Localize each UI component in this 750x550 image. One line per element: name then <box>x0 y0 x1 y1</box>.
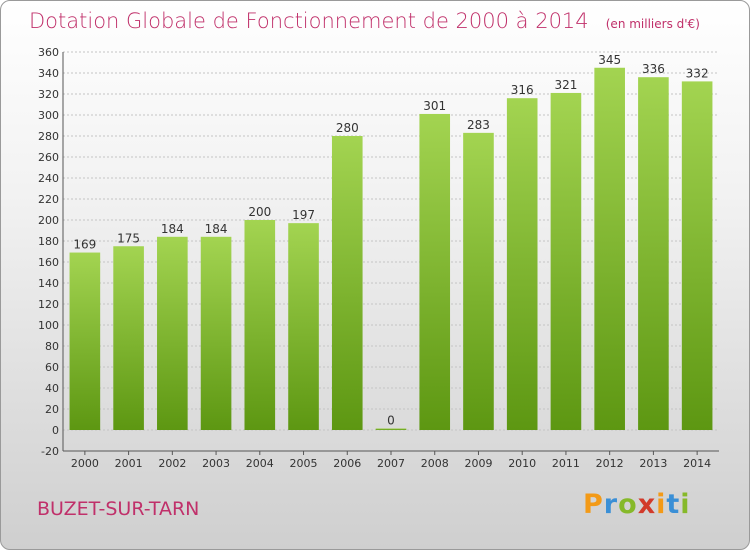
bar <box>244 220 276 430</box>
bar-value-label: 316 <box>511 83 534 97</box>
bar-value-label: 332 <box>686 66 709 80</box>
bars <box>69 67 713 431</box>
bar <box>69 252 101 430</box>
bar <box>506 98 538 430</box>
x-tick-label: 2008 <box>421 457 449 470</box>
x-tick-label: 2009 <box>464 457 492 470</box>
x-tick-label: 2014 <box>683 457 711 470</box>
bar-value-label: 345 <box>598 53 621 67</box>
bar-value-label: 184 <box>161 222 184 236</box>
bar-value-label: 184 <box>205 222 228 236</box>
y-tick-label: 40 <box>45 382 59 395</box>
x-tick-label: 2013 <box>639 457 667 470</box>
y-tick-label: 240 <box>38 172 59 185</box>
bar <box>331 136 363 430</box>
bar <box>419 113 451 430</box>
y-tick-label: 220 <box>38 193 59 206</box>
y-tick-label: -20 <box>41 445 59 458</box>
y-tick-label: 260 <box>38 151 59 164</box>
logo-letter: o <box>618 489 638 520</box>
y-tick-label: 320 <box>38 88 59 101</box>
y-tick-label: 200 <box>38 214 59 227</box>
logo-letter: t <box>666 489 681 520</box>
chart-title: Dotation Globale de Fonctionnement de 20… <box>29 9 700 33</box>
y-tick-label: 140 <box>38 277 59 290</box>
bar <box>113 246 144 430</box>
x-tick-label: 2003 <box>202 457 230 470</box>
bar <box>638 77 669 430</box>
y-tick-label: 280 <box>38 130 59 143</box>
y-tick-label: 300 <box>38 109 59 122</box>
commune-name: BUZET-SUR-TARN <box>37 498 200 520</box>
y-tick-label: 180 <box>38 235 59 248</box>
proxiti-logo: Proxiti <box>583 489 691 520</box>
y-tick-labels: -20 0 20 40 60 80 100 120 140 160 180 200 220 240 260 2… <box>38 46 59 458</box>
bar <box>200 236 232 430</box>
bar-value-label: 0 <box>387 414 395 428</box>
bar <box>594 67 625 430</box>
bar-value-label: 283 <box>467 118 490 132</box>
bar <box>157 236 188 430</box>
x-tick-label: 2010 <box>508 457 536 470</box>
y-tick-label: 0 <box>52 424 59 437</box>
data-labels: 169 175 184 184 200 197 280 0 301 283 316 321 345 336… <box>73 53 708 428</box>
y-tick-label: 80 <box>45 340 59 353</box>
bar <box>288 223 319 430</box>
x-tick-label: 2005 <box>290 457 318 470</box>
chart-title-text: Dotation Globale de Fonctionnement de 20… <box>29 9 589 33</box>
x-tick-label: 2004 <box>246 457 274 470</box>
y-tick-label: 20 <box>45 403 59 416</box>
x-tick-label: 2000 <box>71 457 99 470</box>
logo-letter: r <box>603 489 619 520</box>
x-tick-label: 2011 <box>552 457 580 470</box>
bar <box>550 92 582 430</box>
chart-unit-note: (en milliers d'€) <box>605 17 700 31</box>
bar-value-label: 197 <box>292 208 315 222</box>
y-tick-label: 360 <box>38 46 59 59</box>
x-tick-label: 2012 <box>596 457 624 470</box>
y-tick-label: 120 <box>38 298 59 311</box>
y-tick-label: 60 <box>45 361 59 374</box>
bar-value-label: 301 <box>423 99 446 113</box>
logo-letter: i <box>680 489 691 520</box>
bar-value-label: 200 <box>248 205 271 219</box>
x-tick-label: 2002 <box>158 457 186 470</box>
bar <box>375 428 407 430</box>
bar <box>681 81 713 431</box>
bar-value-label: 175 <box>117 231 140 245</box>
bar-value-label: 336 <box>642 62 665 76</box>
bar-value-label: 280 <box>336 121 359 135</box>
y-tick-label: 100 <box>38 319 59 332</box>
x-tick-label: 2001 <box>115 457 143 470</box>
x-tick-label: 2007 <box>377 457 405 470</box>
x-tick-labels: 2000 2001 2002 2003 2004 2005 2006 2007 2008 2009… <box>71 451 711 470</box>
x-tick-label: 2006 <box>333 457 361 470</box>
logo-letter: P <box>583 489 604 520</box>
bar-value-label: 321 <box>554 78 577 92</box>
bar <box>463 132 494 430</box>
y-tick-label: 340 <box>38 67 59 80</box>
y-tick-label: 160 <box>38 256 59 269</box>
bar-value-label: 169 <box>73 238 96 252</box>
logo-letter: i <box>656 489 667 520</box>
logo-letter: x <box>637 489 657 520</box>
